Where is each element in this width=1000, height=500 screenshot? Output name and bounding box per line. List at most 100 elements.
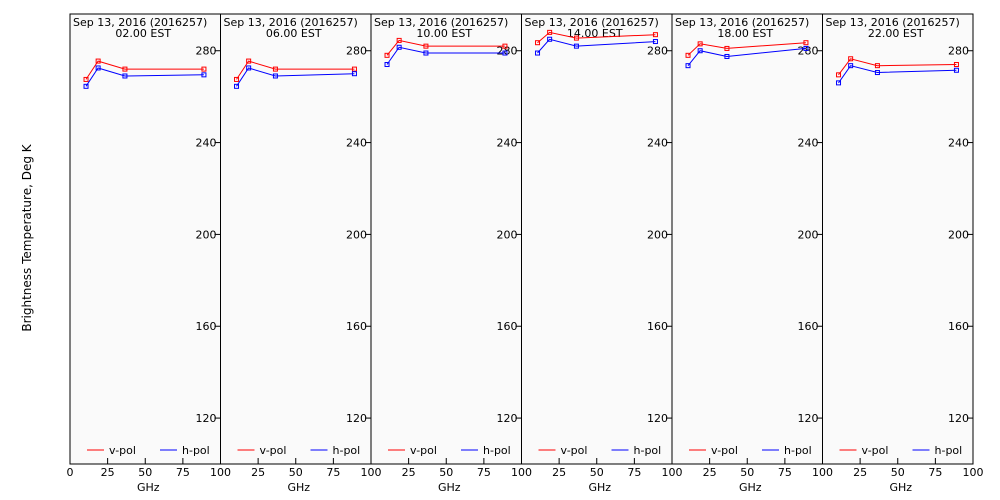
data-point [83, 76, 89, 82]
legend-label: h-pol [634, 444, 662, 457]
chart-panels: Sep 13, 2016 (2016257)02.00 EST120160200… [67, 13, 984, 494]
data-point [95, 65, 101, 71]
data-point [803, 45, 809, 51]
series-line-v-pol [85, 60, 204, 80]
legend-label: v-pol [109, 444, 136, 457]
series-line-h-pol [537, 38, 656, 54]
x-tick-label: 75 [477, 466, 491, 479]
legend-label: v-pol [410, 444, 437, 457]
chart-panel-1: Sep 13, 2016 (2016257)02.00 EST 120 160 200… [67, 13, 231, 494]
chart-panel-5: Sep 13, 2016 (2016257)18.00 EST 120 160 200… [671, 13, 833, 494]
plot-area [69, 13, 221, 465]
data-point [272, 66, 278, 72]
series-line-h-pol [236, 67, 355, 87]
data-point [803, 40, 809, 46]
plot-area [220, 13, 372, 465]
data-point [685, 63, 691, 69]
x-tick-label: 25 [101, 466, 115, 479]
series-line-v-pol [386, 39, 505, 56]
data-point [502, 50, 508, 56]
x-tick-label: 75 [326, 466, 340, 479]
y-tick-label: 200 [647, 228, 668, 241]
plot-area [822, 13, 974, 465]
data-point [874, 70, 880, 76]
legend-label: h-pol [483, 444, 511, 457]
plot-area [521, 13, 673, 465]
y-axis-label: Brightness Temperature, Deg K [20, 143, 34, 331]
data-point [351, 71, 357, 77]
data-point [535, 40, 541, 46]
data-point [396, 44, 402, 50]
series-line-h-pol [85, 67, 204, 87]
x-tick-label: 50 [891, 466, 905, 479]
y-tick-label: 120 [798, 412, 819, 425]
chart-panel-3: Sep 13, 2016 (2016257)10.00 EST 120 160 200… [370, 13, 532, 494]
series-line-v-pol [537, 31, 656, 44]
y-tick-label: 240 [647, 137, 668, 150]
data-point [122, 66, 128, 72]
series-line-h-pol [687, 47, 806, 67]
x-tick-label: 25 [402, 466, 416, 479]
data-point [547, 29, 553, 35]
x-axis-label: GHz [137, 481, 160, 494]
y-tick-label: 280 [647, 45, 668, 58]
data-point [874, 63, 880, 69]
data-point [201, 72, 207, 78]
data-point [535, 50, 541, 56]
data-point [396, 37, 402, 43]
legend-label: v-pol [862, 444, 889, 457]
y-tick-label: 120 [346, 412, 367, 425]
y-tick-label: 200 [497, 228, 518, 241]
y-tick-label: 200 [798, 228, 819, 241]
x-tick-label: 25 [703, 466, 717, 479]
data-point [201, 66, 207, 72]
y-tick-label: 120 [948, 412, 969, 425]
x-tick-label: 100 [361, 466, 382, 479]
chart-panel-6: Sep 13, 2016 (2016257)22.00 EST 120 160 200… [822, 13, 984, 494]
data-point [502, 43, 508, 49]
x-tick-label: 75 [778, 466, 792, 479]
y-tick-label: 160 [196, 320, 217, 333]
data-point [652, 32, 658, 38]
data-point [272, 73, 278, 79]
y-tick-label: 240 [798, 137, 819, 150]
chart-subtitle: 22.00 EST [868, 27, 924, 40]
data-point [697, 41, 703, 47]
y-tick-label: 280 [196, 45, 217, 58]
y-tick-label: 200 [948, 228, 969, 241]
x-axis-label: GHz [287, 481, 310, 494]
series-line-v-pol [236, 60, 355, 80]
data-point [848, 56, 854, 62]
x-axis-label: GHz [588, 481, 611, 494]
chart-subtitle: 06.00 EST [266, 27, 322, 40]
legend-label: h-pol [182, 444, 210, 457]
chart-panel-4: Sep 13, 2016 (2016257)14.00 EST120160200… [521, 13, 683, 494]
data-point [848, 63, 854, 69]
data-point [83, 83, 89, 89]
plot-area [671, 13, 823, 465]
series-line-h-pol [838, 65, 957, 84]
data-point [953, 62, 959, 68]
x-tick-label: 100 [812, 466, 833, 479]
legend-label: h-pol [784, 444, 812, 457]
x-tick-label: 75 [176, 466, 190, 479]
chart-title: Sep 13, 2016 (2016257) [224, 16, 358, 29]
legend-label: h-pol [935, 444, 963, 457]
data-point [234, 83, 240, 89]
y-tick-label: 160 [798, 320, 819, 333]
legend-label: v-pol [711, 444, 738, 457]
chart-title: Sep 13, 2016 (2016257) [374, 16, 508, 29]
x-tick-label: 100 [210, 466, 231, 479]
legend-label: h-pol [333, 444, 361, 457]
x-tick-label: 100 [662, 466, 683, 479]
x-axis-label: GHz [438, 481, 461, 494]
y-tick-label: 160 [346, 320, 367, 333]
legend-label: v-pol [260, 444, 287, 457]
data-point [573, 35, 579, 41]
chart-title: Sep 13, 2016 (2016257) [73, 16, 207, 29]
y-tick-label: 240 [497, 137, 518, 150]
x-tick-label: 50 [289, 466, 303, 479]
x-tick-label: 25 [251, 466, 265, 479]
x-tick-label: 75 [627, 466, 641, 479]
